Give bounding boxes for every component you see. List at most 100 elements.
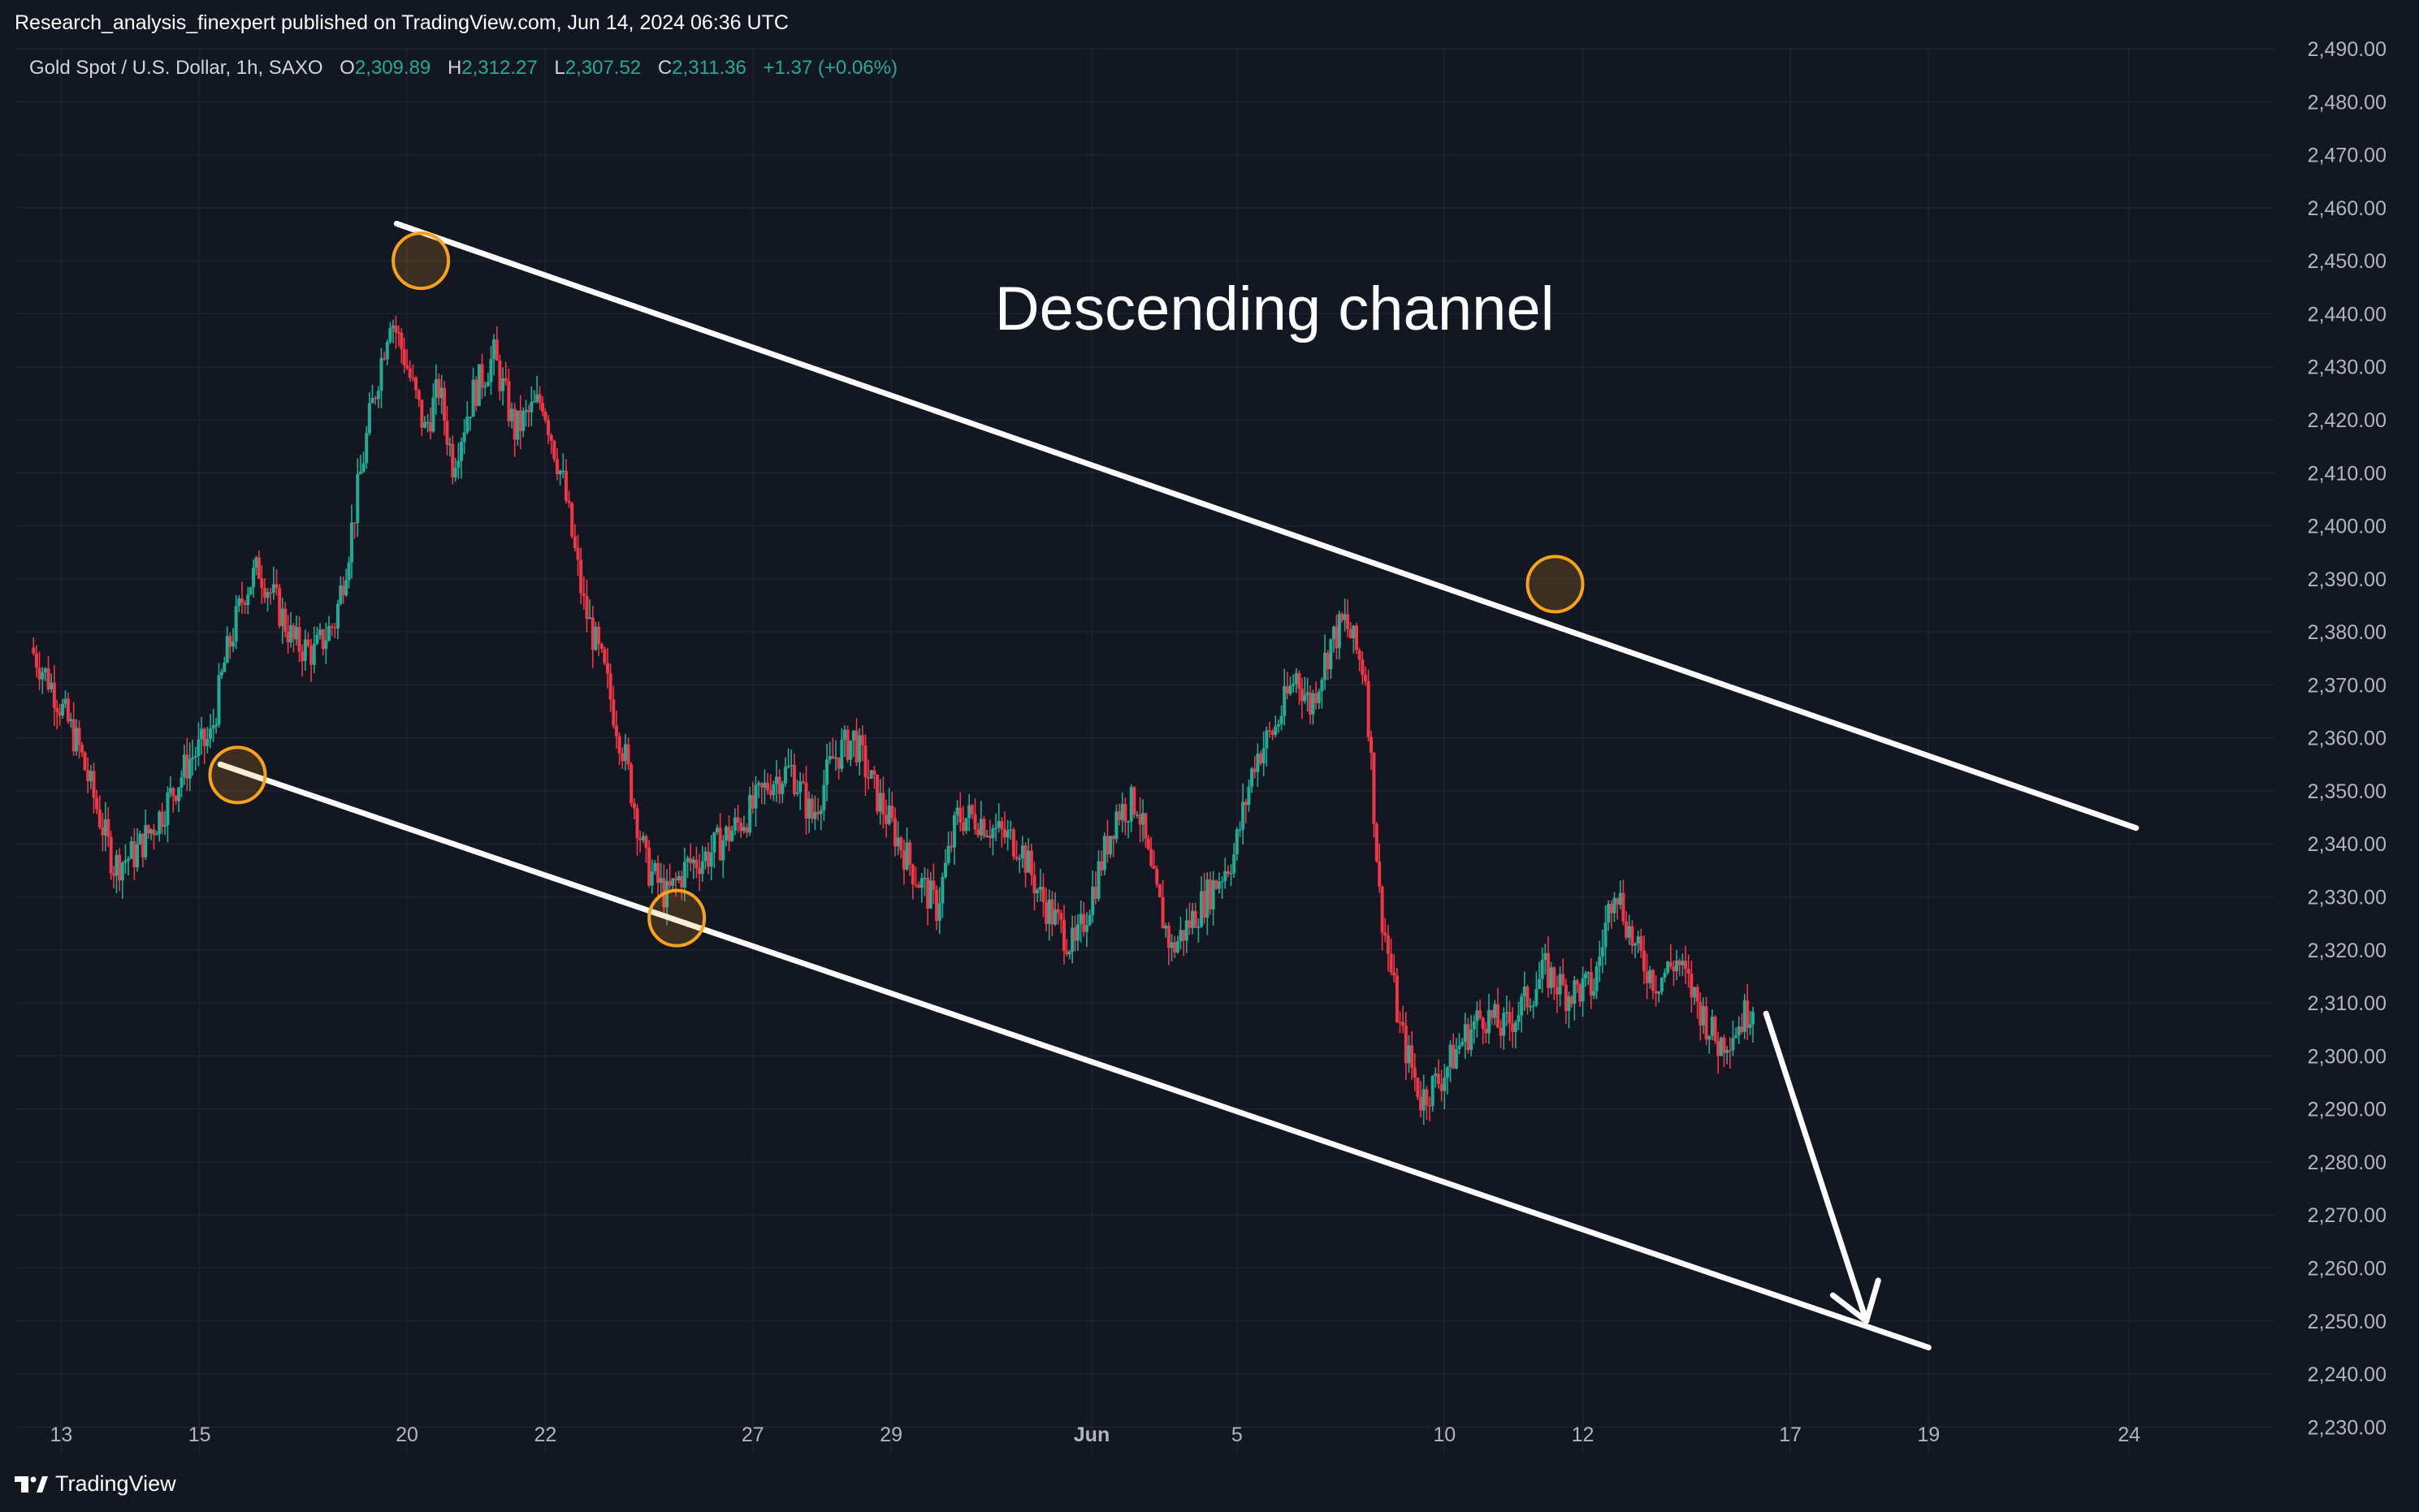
candle-body: [532, 401, 536, 403]
candle: [1182, 929, 1186, 957]
candle: [801, 773, 805, 784]
candle-body: [280, 608, 284, 626]
candle: [1731, 1020, 1735, 1056]
candle: [552, 439, 556, 463]
candle: [1630, 920, 1634, 954]
candle-body: [144, 825, 148, 858]
candle-body: [1120, 804, 1124, 820]
candle-body: [37, 667, 41, 680]
candle: [863, 734, 868, 796]
candle: [926, 868, 930, 926]
candle: [890, 792, 894, 823]
candle-body: [677, 875, 681, 881]
candle: [445, 406, 449, 456]
candle-body: [896, 837, 900, 847]
candle: [1445, 1065, 1449, 1095]
candle: [43, 667, 47, 682]
candle-body: [289, 625, 293, 643]
candle-body: [1734, 1035, 1738, 1039]
candle: [1478, 999, 1482, 1020]
candle: [783, 757, 787, 788]
candle: [1581, 966, 1585, 1017]
candle-body: [1525, 987, 1530, 1008]
candle: [1091, 870, 1095, 923]
candle: [695, 846, 699, 879]
candle: [885, 799, 889, 838]
candle: [813, 795, 817, 831]
candle: [1065, 939, 1069, 957]
candle: [118, 848, 122, 892]
candle: [1561, 958, 1565, 987]
forecast-arrow-head[interactable]: [1829, 1277, 1881, 1324]
candle: [1589, 958, 1593, 1009]
candle-body: [1041, 886, 1045, 903]
candle: [855, 718, 859, 767]
time-axis[interactable]: 13 15 20 22 27 29 Jun 5 10 12 17 19 24: [50, 1423, 2140, 1446]
candle-body: [1475, 1010, 1479, 1022]
price-tick-label: 2,330.00: [2308, 887, 2387, 909]
candle-body: [855, 730, 859, 762]
candle-body: [638, 838, 643, 840]
candle: [1569, 994, 1573, 1008]
candle-body: [1097, 861, 1101, 899]
candle: [1247, 779, 1251, 812]
candle: [465, 401, 470, 434]
candle-body: [278, 588, 282, 626]
candle-body: [935, 889, 939, 921]
candle-body: [1445, 1067, 1449, 1078]
channel-upper-line[interactable]: [393, 220, 2140, 832]
annotations: Descending channel: [208, 220, 2140, 1350]
price-tick-label: 2,290.00: [2308, 1099, 2387, 1121]
tradingview-logo[interactable]: TradingView: [15, 1471, 176, 1497]
channel-lower-line[interactable]: [217, 761, 1932, 1350]
candle-body: [955, 807, 959, 815]
candle: [1191, 902, 1195, 935]
candle-body: [1713, 1017, 1717, 1042]
candle: [457, 443, 461, 480]
candle: [644, 834, 648, 863]
candle-body: [1466, 1024, 1470, 1050]
touch-point-marker[interactable]: [392, 231, 451, 291]
touch-point-marker[interactable]: [208, 745, 267, 805]
candle: [231, 628, 235, 653]
candle: [1529, 998, 1533, 1012]
time-tick-label: 27: [742, 1423, 764, 1446]
touch-point-marker[interactable]: [647, 888, 707, 948]
price-axis[interactable]: 2,230.00 2,240.00 2,250.00 2,260.00 2,270.00…: [2308, 38, 2387, 1439]
candle: [266, 587, 270, 611]
price-tick-label: 2,430.00: [2308, 356, 2387, 379]
candle-body: [1621, 892, 1625, 922]
candle-body: [952, 814, 956, 848]
candle: [1493, 1000, 1497, 1026]
candle-body: [71, 719, 76, 752]
candle-body: [445, 421, 449, 445]
candle-body: [1600, 947, 1604, 957]
forecast-arrow-shaft[interactable]: [1763, 1010, 1870, 1324]
candle-body: [188, 758, 192, 779]
channel-label[interactable]: Descending channel: [995, 274, 1555, 343]
candle-body: [1595, 966, 1599, 991]
candle: [576, 534, 580, 577]
candle: [1259, 750, 1263, 766]
candle: [1047, 889, 1051, 941]
candle: [716, 824, 720, 835]
candle-body: [249, 587, 253, 595]
candle-body: [1616, 897, 1620, 905]
candle-body: [733, 817, 737, 832]
candle: [1343, 598, 1347, 632]
candle-body: [707, 851, 711, 867]
candle: [1538, 961, 1542, 990]
candle: [1059, 909, 1063, 933]
candle: [1413, 1053, 1417, 1091]
candle: [579, 547, 583, 604]
candle: [71, 702, 76, 756]
touch-point-marker[interactable]: [1525, 555, 1585, 614]
price-tick-label: 2,370.00: [2308, 674, 2387, 697]
candle: [1032, 862, 1036, 911]
candle-body: [422, 421, 426, 428]
candle-body: [1184, 920, 1188, 941]
candle-body: [34, 653, 38, 668]
candle-body: [92, 771, 96, 798]
candle-body: [1029, 850, 1033, 875]
